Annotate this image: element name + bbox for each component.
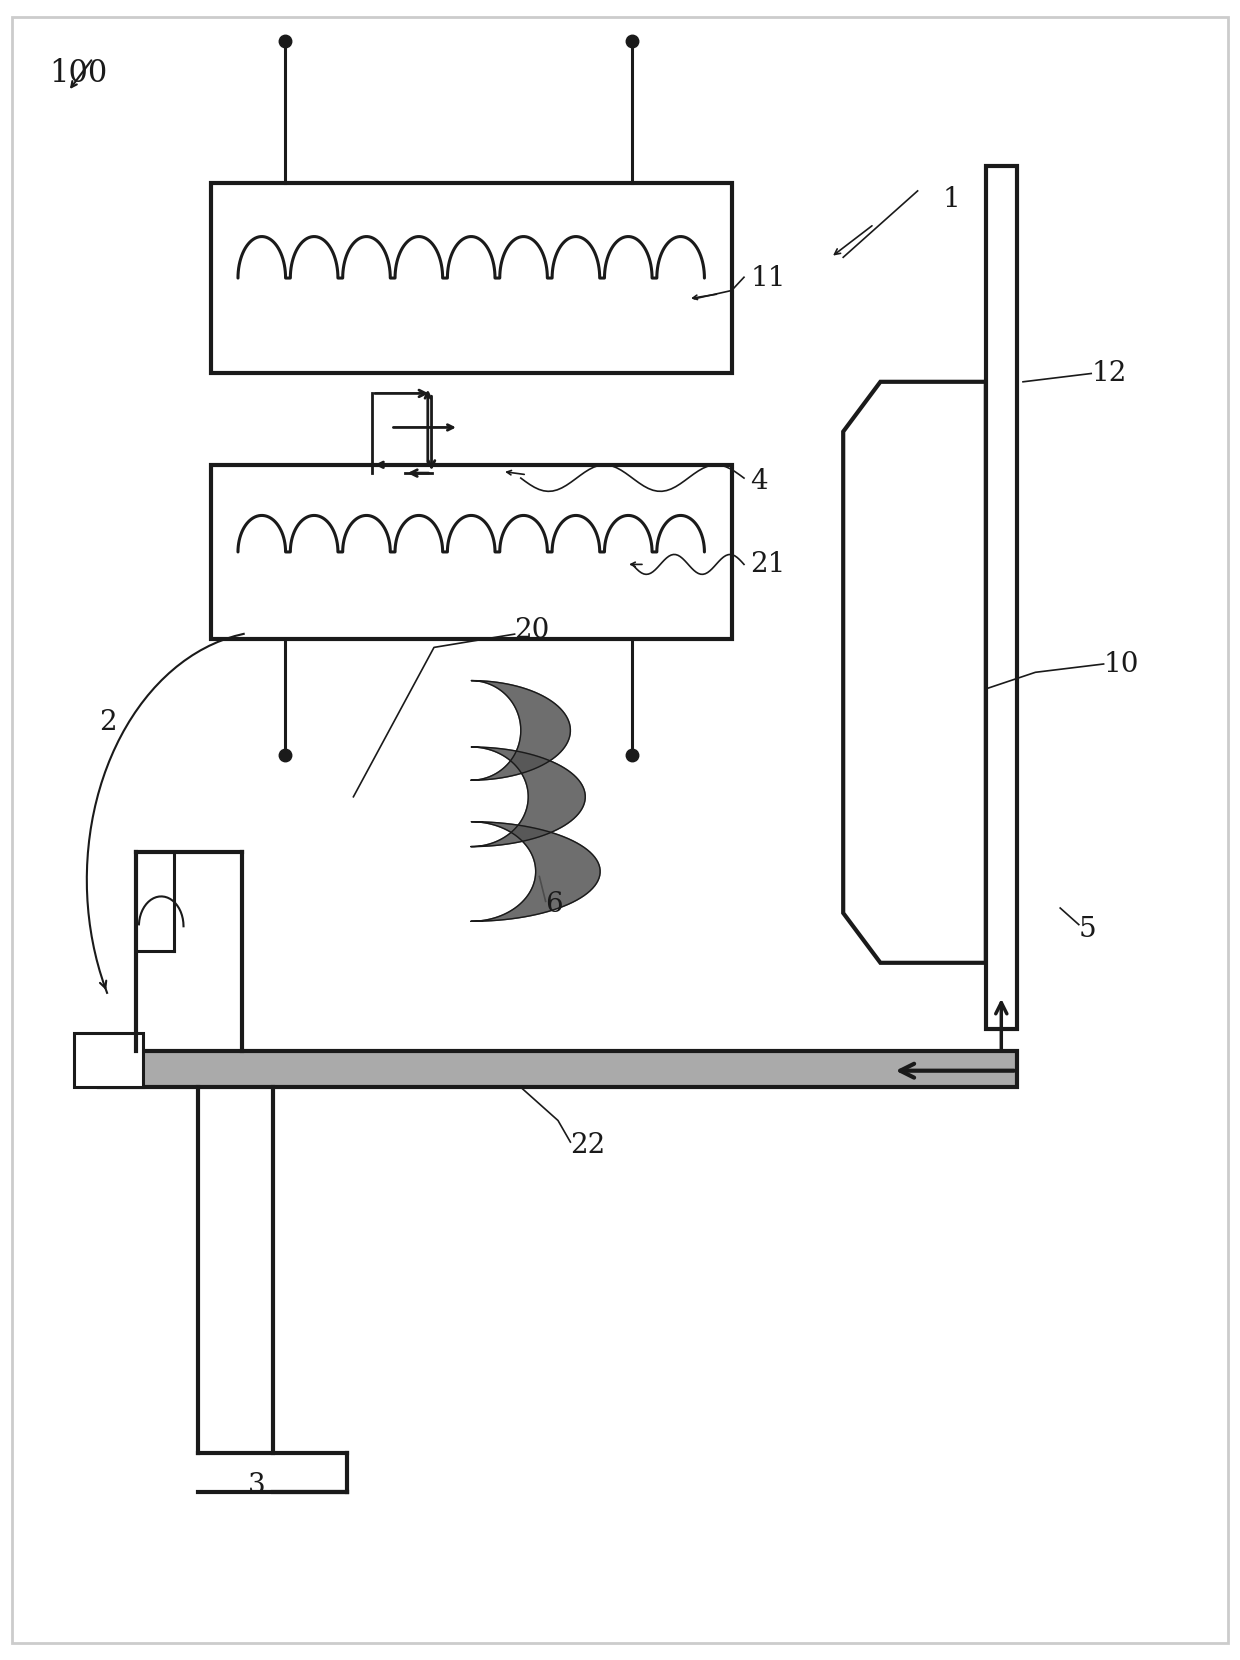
Text: 100: 100: [50, 58, 108, 90]
Text: 6: 6: [546, 891, 563, 918]
Text: 3: 3: [248, 1472, 265, 1499]
Text: 1: 1: [942, 186, 960, 212]
Polygon shape: [471, 747, 585, 847]
Text: 5: 5: [1079, 916, 1096, 943]
FancyBboxPatch shape: [211, 465, 732, 639]
Text: 10: 10: [1104, 651, 1140, 677]
Text: 4: 4: [750, 468, 768, 495]
Polygon shape: [471, 681, 570, 780]
FancyBboxPatch shape: [986, 166, 1017, 1029]
FancyBboxPatch shape: [99, 1051, 1017, 1087]
Text: 20: 20: [515, 618, 551, 644]
Text: 12: 12: [1091, 360, 1127, 387]
FancyBboxPatch shape: [211, 183, 732, 374]
Text: 21: 21: [750, 551, 786, 578]
Polygon shape: [843, 382, 986, 963]
Text: 2: 2: [99, 709, 117, 735]
Polygon shape: [471, 822, 600, 921]
FancyBboxPatch shape: [74, 1033, 143, 1087]
Text: 11: 11: [750, 266, 786, 292]
Text: 22: 22: [570, 1132, 605, 1159]
